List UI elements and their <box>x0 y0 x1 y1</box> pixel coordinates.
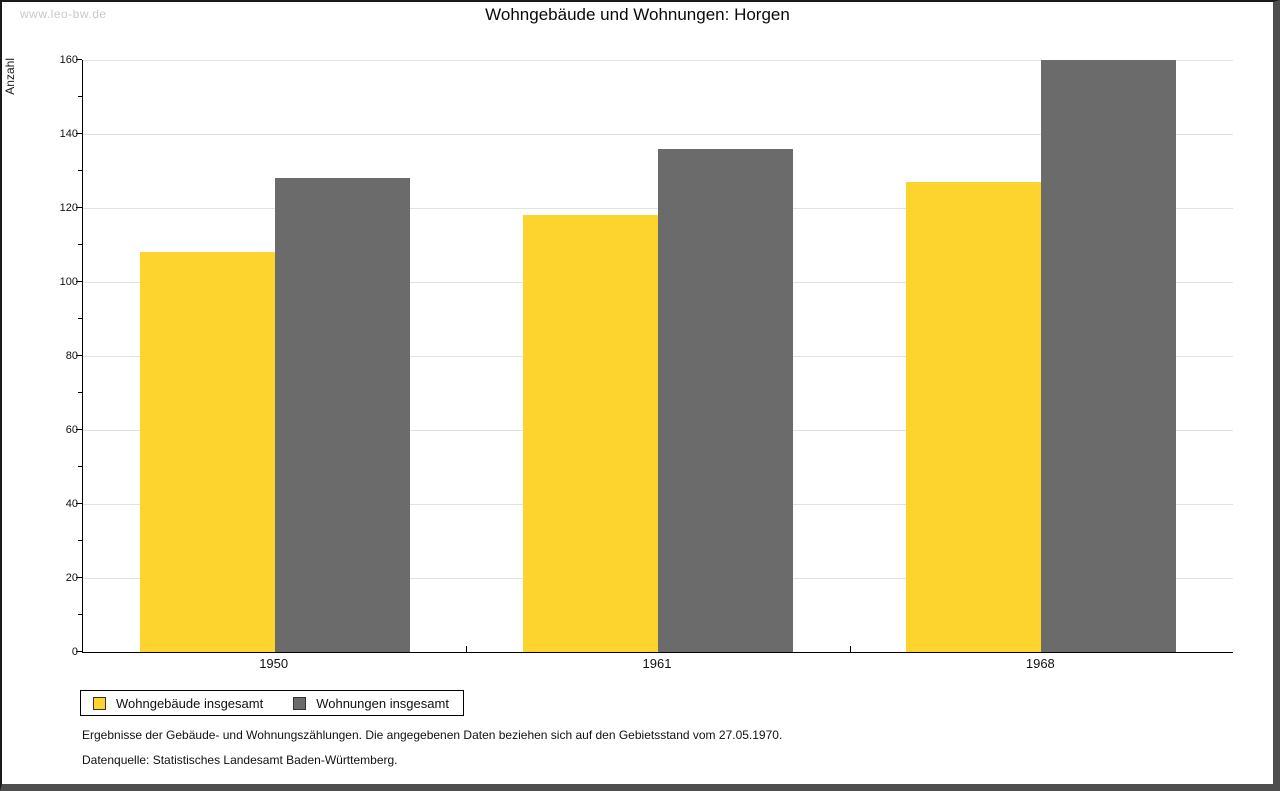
y-tick-label-160: 160 <box>59 54 78 66</box>
y-tick-label-100: 100 <box>59 276 78 288</box>
y-tick-150 <box>78 96 82 97</box>
y-tick-100 <box>76 281 82 282</box>
legend-item-wohnungen: Wohnungen insgesamt <box>293 696 449 711</box>
y-tick-120 <box>76 207 82 208</box>
y-tick-20 <box>76 577 82 578</box>
bar-wohngebaeude-1968 <box>906 182 1042 652</box>
bar-wohnungen-1968 <box>1041 60 1177 652</box>
legend-label: Wohnungen insgesamt <box>316 695 449 711</box>
bar-wohnungen-1950 <box>274 178 410 652</box>
y-tick-30 <box>78 540 82 541</box>
y-tick-0 <box>76 651 82 652</box>
y-tick-label-20: 20 <box>65 572 78 584</box>
y-tick-110 <box>78 244 82 245</box>
y-tick-40 <box>76 503 82 504</box>
gridline-140 <box>83 134 1233 135</box>
x-tick-separator-2 <box>849 646 851 652</box>
bar-wohngebaeude-1961 <box>523 215 658 652</box>
x-tick-label-1961: 1961 <box>642 656 672 671</box>
x-tick-label-1968: 1968 <box>1025 656 1055 671</box>
gridline-160 <box>83 60 1233 61</box>
y-tick-70 <box>78 392 82 393</box>
y-tick-label-40: 40 <box>65 498 78 510</box>
y-tick-140 <box>76 133 82 134</box>
watermark: www.leo-bw.de <box>20 7 107 21</box>
y-tick-90 <box>78 318 82 319</box>
bar-wohngebaeude-1950 <box>139 252 275 652</box>
y-tick-160 <box>76 59 82 60</box>
y-tick-50 <box>78 466 82 467</box>
legend-swatch-yellow <box>93 696 106 710</box>
y-tick-130 <box>78 170 82 171</box>
legend: Wohngebäude insgesamt Wohnungen insgesam… <box>80 690 464 716</box>
plot-area <box>76 59 1233 653</box>
bar-wohnungen-1961 <box>658 148 793 652</box>
y-tick-label-60: 60 <box>65 424 78 436</box>
legend-swatch-gray <box>293 696 307 710</box>
y-tick-label-80: 80 <box>65 350 78 362</box>
y-tick-60 <box>76 429 82 430</box>
y-tick-label-120: 120 <box>59 202 78 214</box>
x-tick-label-1950: 1950 <box>259 656 289 671</box>
y-tick-label-140: 140 <box>59 128 78 140</box>
chart-title: Wohngebäude und Wohnungen: Horgen <box>485 5 790 24</box>
y-tick-label-0: 0 <box>71 646 78 658</box>
y-tick-80 <box>76 355 82 356</box>
footnote-gebietsstand: Ergebnisse der Gebäude- und Wohnungszähl… <box>82 728 783 742</box>
x-tick-separator-1 <box>466 646 468 652</box>
footnote-datenquelle: Datenquelle: Statistisches Landesamt Bad… <box>82 753 398 767</box>
legend-label: Wohngebäude insgesamt <box>116 695 264 711</box>
y-axis-title: Anzahl <box>3 58 17 95</box>
legend-item-wohngebaeude: Wohngebäude insgesamt <box>93 696 263 711</box>
y-tick-10 <box>78 614 82 615</box>
